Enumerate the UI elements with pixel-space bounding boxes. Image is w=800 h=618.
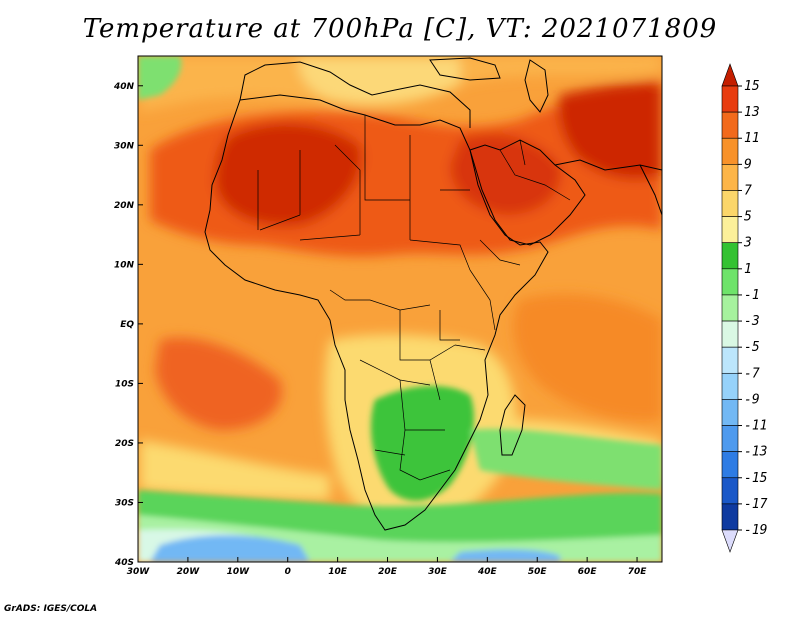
colorbar-label: -9	[744, 392, 760, 407]
caspian-coast	[524, 59, 549, 113]
field-south-africa-green	[370, 385, 474, 501]
colorbar-swatch	[721, 346, 739, 374]
colorbar-label: -19	[744, 523, 767, 538]
colorbar-label: -1	[744, 288, 760, 303]
longitude-axis: 30W 20W 10W 0 10E 20E 30E 40E 50E 60E 70E	[127, 557, 647, 577]
colorbar-swatch	[721, 477, 739, 505]
arabia-coastline	[469, 139, 586, 246]
lat-tick-label: EQ	[120, 320, 134, 330]
colorbar-label: 11	[744, 131, 760, 146]
colorbar: 15 13 11 9 7 5 3 1 -1 -3 -5 -7 -9 -11 -13 -15 -17 -19	[721, 63, 768, 553]
colorbar-swatch	[721, 85, 739, 113]
colorbar-swatch	[721, 190, 739, 217]
madagascar-coast	[499, 394, 526, 456]
colorbar-min-arrow	[721, 529, 739, 553]
lat-tick-label: 10N	[114, 260, 135, 270]
india-coast	[639, 164, 662, 216]
colorbar-swatch	[721, 451, 739, 479]
coastlines	[204, 57, 662, 531]
colorbar-label: 5	[744, 210, 752, 225]
lat-tick-label: 20N	[114, 201, 135, 211]
colorbar-swatch	[721, 320, 739, 348]
colorbar-label: -7	[744, 366, 760, 381]
colorbar-swatch	[721, 164, 739, 191]
colorbar-label: 3	[743, 236, 752, 251]
lat-tick-label: 40N	[113, 82, 135, 92]
colorbar-label: 13	[744, 105, 760, 120]
lon-tick-label: 20E	[378, 567, 398, 577]
field-southern-blue	[150, 535, 310, 562]
colorbar-label: -11	[744, 419, 767, 434]
lat-tick-label: 10S	[115, 379, 134, 389]
field-nw-green	[138, 56, 182, 100]
field-iran-core	[558, 83, 662, 179]
colorbar-label: -13	[744, 445, 767, 460]
colorbar-swatch	[721, 137, 739, 165]
field-southern-blue-2	[450, 549, 560, 562]
lon-tick-label: 0	[285, 567, 291, 577]
colorbar-swatch	[721, 503, 739, 531]
colorbar-label: 9	[744, 157, 752, 172]
field-atlantic-warm	[155, 337, 282, 430]
colorbar-swatch	[721, 111, 739, 139]
map-title: Temperature at 700hPa [C], VT: 202107180…	[82, 14, 718, 44]
colorbar-label: 15	[744, 79, 760, 94]
colorbar-swatch	[721, 399, 739, 426]
colorbar-swatch	[721, 268, 739, 296]
lon-tick-label: 50E	[528, 567, 548, 577]
lon-tick-label: 30E	[428, 567, 448, 577]
field-sahara-core	[215, 122, 362, 226]
field-arabia-core	[450, 134, 561, 215]
grads-credit: GrADS: IGES/COLA	[4, 604, 98, 614]
lon-tick-label: 40E	[477, 567, 498, 577]
colorbar-max-arrow	[721, 63, 739, 87]
colorbar-swatch	[721, 372, 739, 400]
europe-coastline	[239, 61, 471, 128]
colorbar-swatch	[721, 294, 739, 322]
country-borders	[257, 115, 571, 481]
colorbar-swatch	[721, 216, 739, 244]
africa-coastline	[204, 94, 549, 531]
latitude-axis: 40N 30N 20N 10N EQ 10S 20S 30S 40S	[113, 82, 143, 568]
lon-tick-label: 60E	[578, 567, 598, 577]
temperature-field	[138, 56, 662, 562]
colorbar-label: -3	[744, 314, 760, 329]
lat-tick-label: 20S	[115, 439, 134, 449]
field-south-atlantic-yellow	[140, 440, 330, 500]
colorbar-label: 7	[744, 183, 752, 198]
colorbar-label: -15	[744, 471, 768, 486]
colorbar-label: -17	[744, 497, 768, 512]
lat-tick-label: 30N	[114, 141, 135, 151]
map-frame	[137, 55, 663, 563]
lon-tick-label: 20W	[177, 567, 201, 577]
lon-tick-label: 10E	[328, 567, 348, 577]
colorbar-swatch	[721, 425, 739, 452]
colorbar-label: 1	[744, 262, 752, 277]
field-indian-green	[470, 428, 662, 490]
colorbar-label: -5	[744, 340, 760, 355]
lat-tick-label: 40S	[114, 558, 134, 568]
lat-tick-label: 30S	[115, 498, 134, 508]
lon-tick-label: 10W	[227, 567, 251, 577]
lon-tick-label: 70E	[628, 567, 648, 577]
field-europe-cool	[298, 56, 460, 105]
colorbar-swatch	[721, 242, 739, 270]
lon-tick-label: 30W	[127, 567, 151, 577]
black-sea-coast	[429, 57, 501, 81]
iran-coast	[554, 159, 662, 171]
field-indian-warm	[512, 293, 662, 421]
